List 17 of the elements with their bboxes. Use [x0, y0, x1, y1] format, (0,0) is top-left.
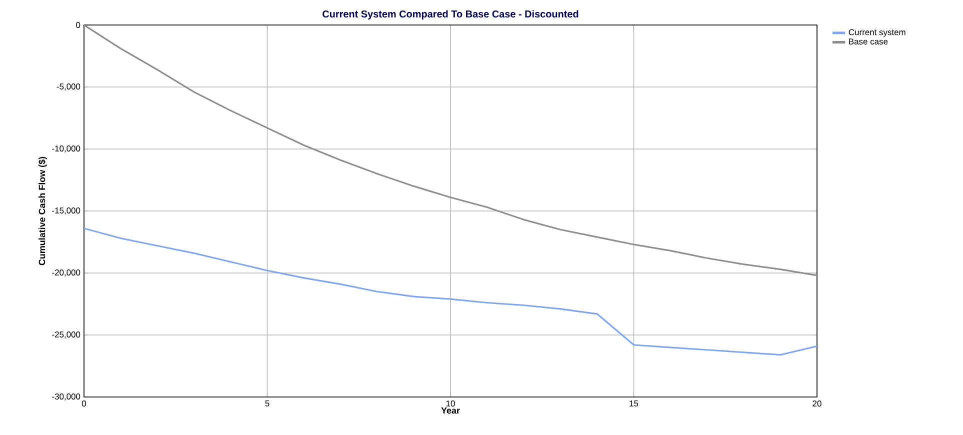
y-axis-title: Cumulative Cash Flow ($): [38, 156, 47, 266]
y-tick-label: -20,000: [52, 270, 80, 276]
x-tick-label: 10: [446, 400, 455, 407]
y-tick-label: -10,000: [52, 146, 80, 152]
x-tick-label: 5: [265, 400, 270, 406]
y-tick-label: -30,000: [52, 394, 80, 400]
y-tick-label: -15,000: [52, 208, 80, 214]
x-tick-label: 0: [82, 400, 86, 407]
x-axis-title: Year: [441, 407, 460, 414]
y-tick-label: 0: [76, 22, 80, 28]
x-tick-label: 15: [630, 400, 638, 406]
y-tick-label: -5,000: [56, 84, 80, 90]
legend-label: Base case: [849, 38, 888, 44]
x-tick-label: 20: [812, 400, 822, 407]
chart-title: Current System Compared To Base Case - Discounted: [322, 10, 578, 20]
legend-label: Current system: [848, 29, 906, 37]
y-tick-label: -25,000: [52, 332, 80, 338]
